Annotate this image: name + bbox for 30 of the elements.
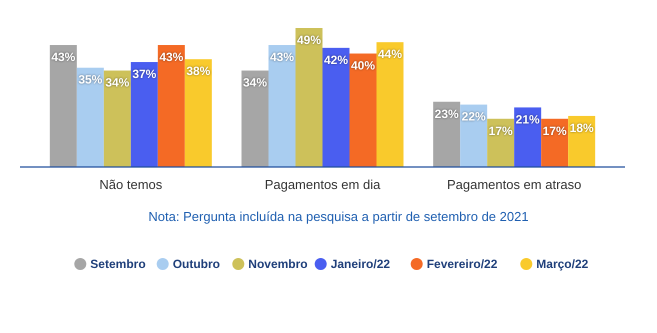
data-label: 38% — [186, 64, 211, 78]
data-label: 40% — [350, 58, 376, 73]
data-label: 17% — [542, 124, 567, 138]
data-label: 37% — [132, 67, 157, 82]
data-label: 17% — [488, 124, 513, 138]
x-tick-label: Pagamentos em dia — [264, 177, 382, 192]
data-label: 43% — [159, 50, 184, 64]
x-tick-label: Pagamentos em atraso — [446, 177, 582, 192]
data-label: 21% — [516, 112, 540, 126]
data-label: 34% — [242, 76, 268, 90]
data-label: 42% — [324, 52, 348, 67]
data-label: 18% — [570, 120, 594, 135]
data-label: 34% — [105, 76, 130, 90]
legend-label: Outubro — [172, 257, 220, 271]
data-label: 23% — [434, 106, 459, 121]
bar — [296, 28, 322, 167]
data-label: 22% — [462, 110, 486, 124]
text: Nota: Pergunta incluída na pesquisa a partir de setembro de 2021 — [148, 209, 529, 224]
legend-label: Fevereiro/22 — [426, 257, 498, 271]
legend-label: Janeiro/22 — [330, 257, 390, 271]
legend-label: Março/22 — [536, 257, 589, 271]
x-tick-label: Não temos — [99, 177, 163, 192]
data-label: 43% — [270, 50, 294, 64]
data-label: 43% — [51, 50, 76, 64]
legend-label: Novembro — [248, 257, 308, 271]
legend-label: Setembro — [90, 257, 146, 271]
bar — [376, 42, 404, 167]
data-label: 35% — [78, 72, 103, 87]
data-label: 44% — [378, 47, 402, 62]
data-label: 49% — [296, 33, 322, 47]
